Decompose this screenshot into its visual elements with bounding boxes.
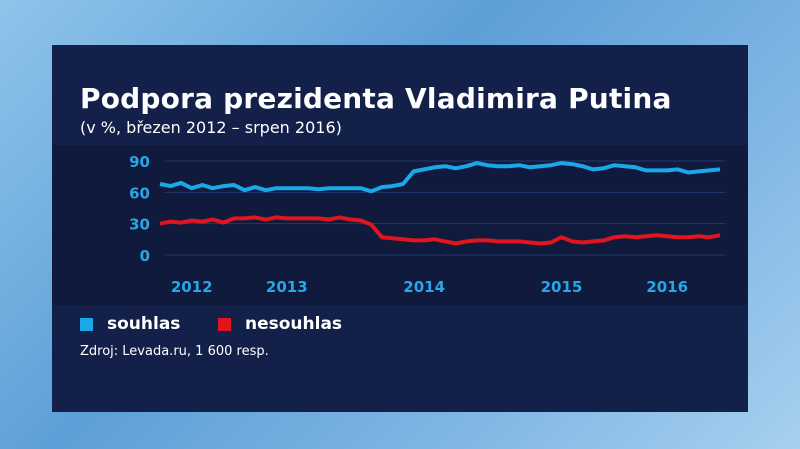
legend-label: souhlas [107,314,181,334]
source-note: Zdroj: Levada.ru, 1 600 resp. [80,344,269,359]
y-tick-label: 90 [129,153,150,171]
x-tick-label: 2016 [646,278,688,296]
series-line-nesouhlas [159,215,721,246]
chart-subtitle: (v %, březen 2012 – srpen 2016) [80,118,342,137]
y-tick-label: 60 [129,184,150,202]
legend-swatch-souhlas [80,317,93,331]
legend-nesouhlas: nesouhlas [218,314,342,334]
legend-label: nesouhlas [245,314,343,334]
x-tick-label: 2015 [541,278,583,296]
series-line-souhlas [159,161,721,194]
x-tick-label: 2014 [403,278,445,296]
legend-souhlas: souhlas [80,314,180,334]
chart-title: Podpora prezidenta Vladimira Putina [80,82,672,115]
legend-swatch-nesouhlas [218,317,231,331]
plot-band [52,145,748,305]
y-tick-label: 30 [129,216,150,234]
y-tick-label: 0 [140,247,150,265]
x-tick-label: 2012 [171,278,213,296]
x-tick-label: 2013 [266,278,308,296]
